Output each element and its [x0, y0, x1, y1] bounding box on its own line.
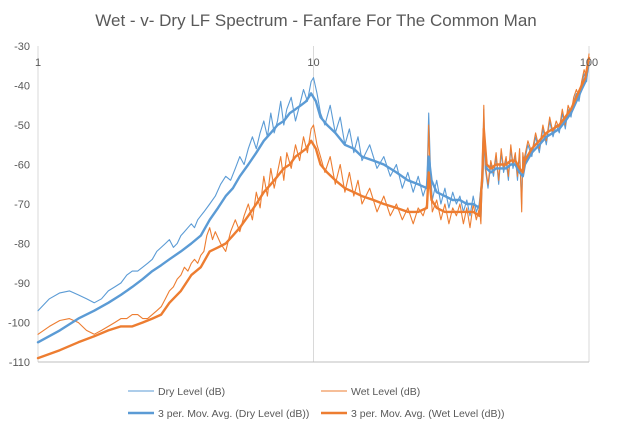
y-tick-label-8: -110	[9, 357, 30, 369]
legend-label-3: 3 per. Mov. Avg. (Wet Level (dB))	[351, 408, 504, 420]
x-tick-label-0: 1	[35, 57, 41, 69]
x-tick-label-2: 100	[580, 57, 598, 69]
y-tick-label-6: -90	[14, 278, 30, 290]
chart-title: Wet - v- Dry LF Spectrum - Fanfare For T…	[95, 11, 537, 30]
y-tick-label-5: -80	[14, 239, 30, 251]
legend-label-2: 3 per. Mov. Avg. (Dry Level (dB))	[158, 408, 309, 420]
chart: Wet - v- Dry LF Spectrum - Fanfare For T…	[0, 0, 632, 429]
legend-label-1: Wet Level (dB)	[351, 386, 420, 398]
x-tick-label-1: 10	[307, 57, 319, 69]
y-tick-label-7: -100	[8, 318, 30, 330]
y-tick-label-4: -70	[14, 199, 30, 211]
legend-label-0: Dry Level (dB)	[158, 386, 225, 398]
y-tick-label-3: -60	[14, 160, 30, 172]
y-tick-label-0: -30	[14, 41, 30, 53]
y-tick-label-2: -50	[14, 120, 30, 132]
y-tick-label-1: -40	[14, 81, 30, 93]
